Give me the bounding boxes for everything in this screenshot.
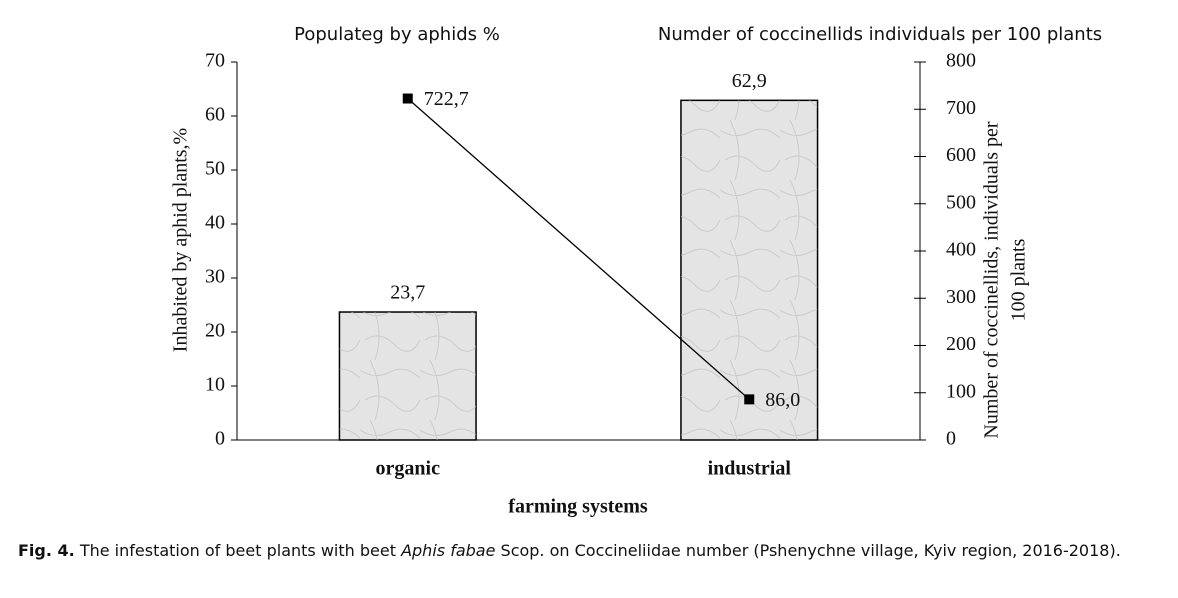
y2-tick-label: 500	[946, 191, 976, 213]
y-tick-label: 50	[205, 158, 225, 180]
x-tick-label: organic	[376, 458, 441, 480]
bar-texture	[680, 100, 818, 440]
bar-value-label: 23,7	[390, 282, 425, 304]
y-axis-label: Inhabited by aphid plants,%	[170, 128, 192, 352]
y2-axis-label: 100 plants	[1008, 238, 1030, 321]
legend-bar: Populateg by aphids %	[294, 24, 500, 45]
caption-label: Fig. 4.	[18, 541, 75, 560]
y-tick-label: 70	[205, 50, 225, 72]
caption: Fig. 4. The infestation of beet plants w…	[18, 538, 1168, 563]
legend-line: Numder of coccinellids individuals per 1…	[658, 24, 1102, 45]
y-tick-label: 10	[205, 374, 225, 396]
y2-tick-label: 600	[946, 144, 976, 166]
y-tick-label: 30	[205, 266, 225, 288]
y2-tick-label: 0	[946, 428, 956, 450]
line-marker	[402, 93, 413, 104]
chart: Populateg by aphids % Numder of coccinel…	[170, 24, 1103, 518]
line	[407, 98, 750, 400]
caption-text: The infestation of beet plants with beet	[79, 541, 396, 560]
y-tick-label: 20	[205, 320, 225, 342]
y2-tick-label: 800	[946, 50, 976, 72]
line-value-label: 722,7	[424, 88, 469, 110]
y2-tick-label: 700	[946, 97, 976, 119]
line-value-label: 86,0	[765, 389, 800, 411]
y-tick-label: 60	[205, 104, 225, 126]
y2-tick-label: 100	[946, 380, 976, 402]
line-marker	[744, 394, 755, 405]
y-tick-label: 0	[215, 428, 225, 450]
caption-text: Scop. on Coccineliidae number (Pshenychn…	[500, 541, 1121, 560]
y2-tick-label: 400	[946, 239, 976, 261]
bar-texture	[339, 312, 477, 440]
y2-tick-label: 300	[946, 286, 976, 308]
y-tick-label: 40	[205, 212, 225, 234]
x-axis-label: farming systems	[508, 496, 648, 518]
x-tick-label: industrial	[708, 458, 792, 480]
bar-value-label: 62,9	[732, 70, 767, 92]
y2-tick-label: 200	[946, 333, 976, 355]
y2-axis-label: Number of coccinellids, individuals per	[981, 121, 1003, 438]
caption-species: Aphis fabae	[401, 541, 496, 560]
